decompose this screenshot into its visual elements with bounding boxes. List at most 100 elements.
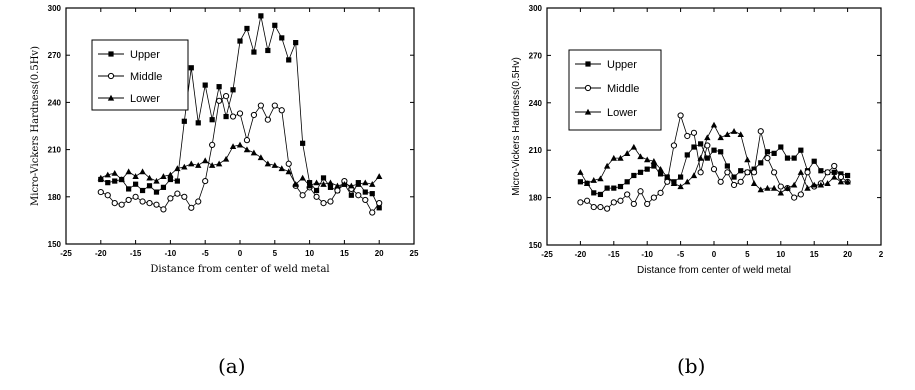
data-point-middle	[264, 116, 271, 123]
data-point-lower	[264, 160, 272, 167]
data-point-middle	[355, 192, 362, 199]
data-point-lower	[278, 165, 285, 172]
data-point-middle	[664, 178, 671, 185]
data-point-upper	[758, 160, 764, 166]
data-point-upper	[320, 175, 327, 181]
data-point-lower	[341, 181, 348, 187]
data-point-lower	[236, 141, 244, 148]
y-tick-label: 180	[48, 193, 62, 202]
data-point-upper	[327, 184, 334, 190]
data-point-middle	[757, 128, 764, 135]
data-point-upper	[174, 178, 180, 184]
data-point-lower	[313, 179, 320, 186]
data-point-lower	[704, 134, 711, 141]
data-point-lower	[160, 173, 167, 179]
data-point-middle	[597, 203, 604, 211]
data-point-lower	[777, 189, 784, 196]
data-point-upper	[678, 174, 684, 180]
legend-label-lower: Lower	[607, 107, 637, 119]
data-point-middle	[285, 160, 292, 167]
data-point-lower	[167, 171, 174, 178]
data-point-middle	[146, 199, 153, 207]
series-lower	[97, 141, 383, 189]
data-point-middle	[791, 194, 798, 201]
data-point-lower	[139, 168, 146, 175]
legend-label-upper: Upper	[130, 49, 160, 61]
data-point-lower	[764, 184, 771, 191]
data-point-lower	[724, 131, 731, 137]
data-point-middle	[724, 169, 731, 176]
data-point-lower	[831, 173, 838, 180]
data-point-middle	[804, 169, 811, 176]
data-point-lower	[111, 170, 118, 176]
data-point-middle	[167, 195, 174, 202]
data-point-lower	[597, 175, 604, 182]
data-point-lower	[181, 163, 188, 170]
data-point-middle	[243, 137, 251, 144]
data-point-upper	[818, 168, 824, 174]
data-point-lower	[285, 168, 292, 175]
x-tick-label: 5	[273, 249, 278, 258]
data-point-lower	[657, 165, 664, 172]
data-point-lower	[590, 177, 597, 183]
data-point-lower	[320, 181, 327, 187]
data-point-lower	[327, 179, 334, 186]
data-point-upper	[711, 147, 717, 153]
data-point-upper	[251, 49, 257, 55]
x-tick-label: 2	[879, 250, 884, 259]
data-point-upper	[313, 187, 320, 194]
series-line-lower	[100, 144, 380, 187]
data-point-upper	[811, 158, 817, 164]
x-tick-label: 20	[843, 250, 852, 259]
data-point-upper	[139, 187, 146, 194]
data-point-upper	[105, 180, 111, 186]
data-point-middle	[684, 132, 691, 140]
data-point-lower	[690, 172, 698, 179]
y-tick-label: 240	[529, 99, 543, 108]
data-point-middle	[278, 107, 285, 114]
data-point-middle	[730, 181, 738, 189]
data-point-lower	[208, 162, 216, 168]
data-point-middle	[777, 183, 784, 190]
data-point-upper	[112, 178, 118, 184]
data-point-upper	[293, 40, 299, 46]
series-middle	[97, 93, 383, 216]
x-tick-label: 0	[238, 249, 243, 258]
x-axis-label: Distance from center of weld metal	[150, 264, 329, 275]
data-point-lower	[271, 162, 278, 168]
data-point-upper	[698, 141, 704, 147]
data-point-upper	[657, 171, 664, 177]
data-point-middle	[153, 201, 160, 208]
x-tick-label: -15	[608, 250, 620, 259]
data-point-middle	[764, 155, 771, 162]
data-point-middle	[362, 196, 369, 204]
data-point-upper	[258, 13, 264, 19]
data-point-middle	[369, 209, 376, 216]
data-point-middle	[320, 199, 327, 207]
data-point-lower	[650, 158, 658, 164]
data-point-upper	[724, 163, 730, 169]
legend-marker-lower	[584, 108, 592, 115]
data-point-lower	[153, 177, 160, 184]
data-point-lower	[125, 168, 132, 175]
series-upper	[98, 13, 382, 211]
chart-a-svg: 150 180 210 240 270 300 -25 -20 -15 -10 -5 0 5 10 15 20…	[30, 4, 419, 275]
data-point-middle	[222, 93, 230, 100]
legend-label-middle: Middle	[130, 71, 162, 83]
data-point-middle	[670, 142, 678, 149]
data-point-middle	[236, 110, 244, 117]
data-point-lower	[369, 181, 376, 187]
data-point-upper	[133, 181, 139, 187]
data-point-middle	[710, 166, 718, 173]
x-tick-label: -10	[641, 250, 653, 259]
y-tick-label: 150	[48, 240, 62, 249]
data-point-upper	[272, 22, 278, 28]
data-point-lower	[710, 121, 718, 128]
data-point-middle	[657, 189, 664, 196]
data-point-upper	[617, 183, 624, 190]
data-point-upper	[362, 189, 368, 195]
data-point-upper	[244, 25, 250, 32]
data-point-lower	[610, 154, 617, 161]
data-point-upper	[237, 38, 243, 44]
y-tick-label: 240	[48, 98, 62, 107]
